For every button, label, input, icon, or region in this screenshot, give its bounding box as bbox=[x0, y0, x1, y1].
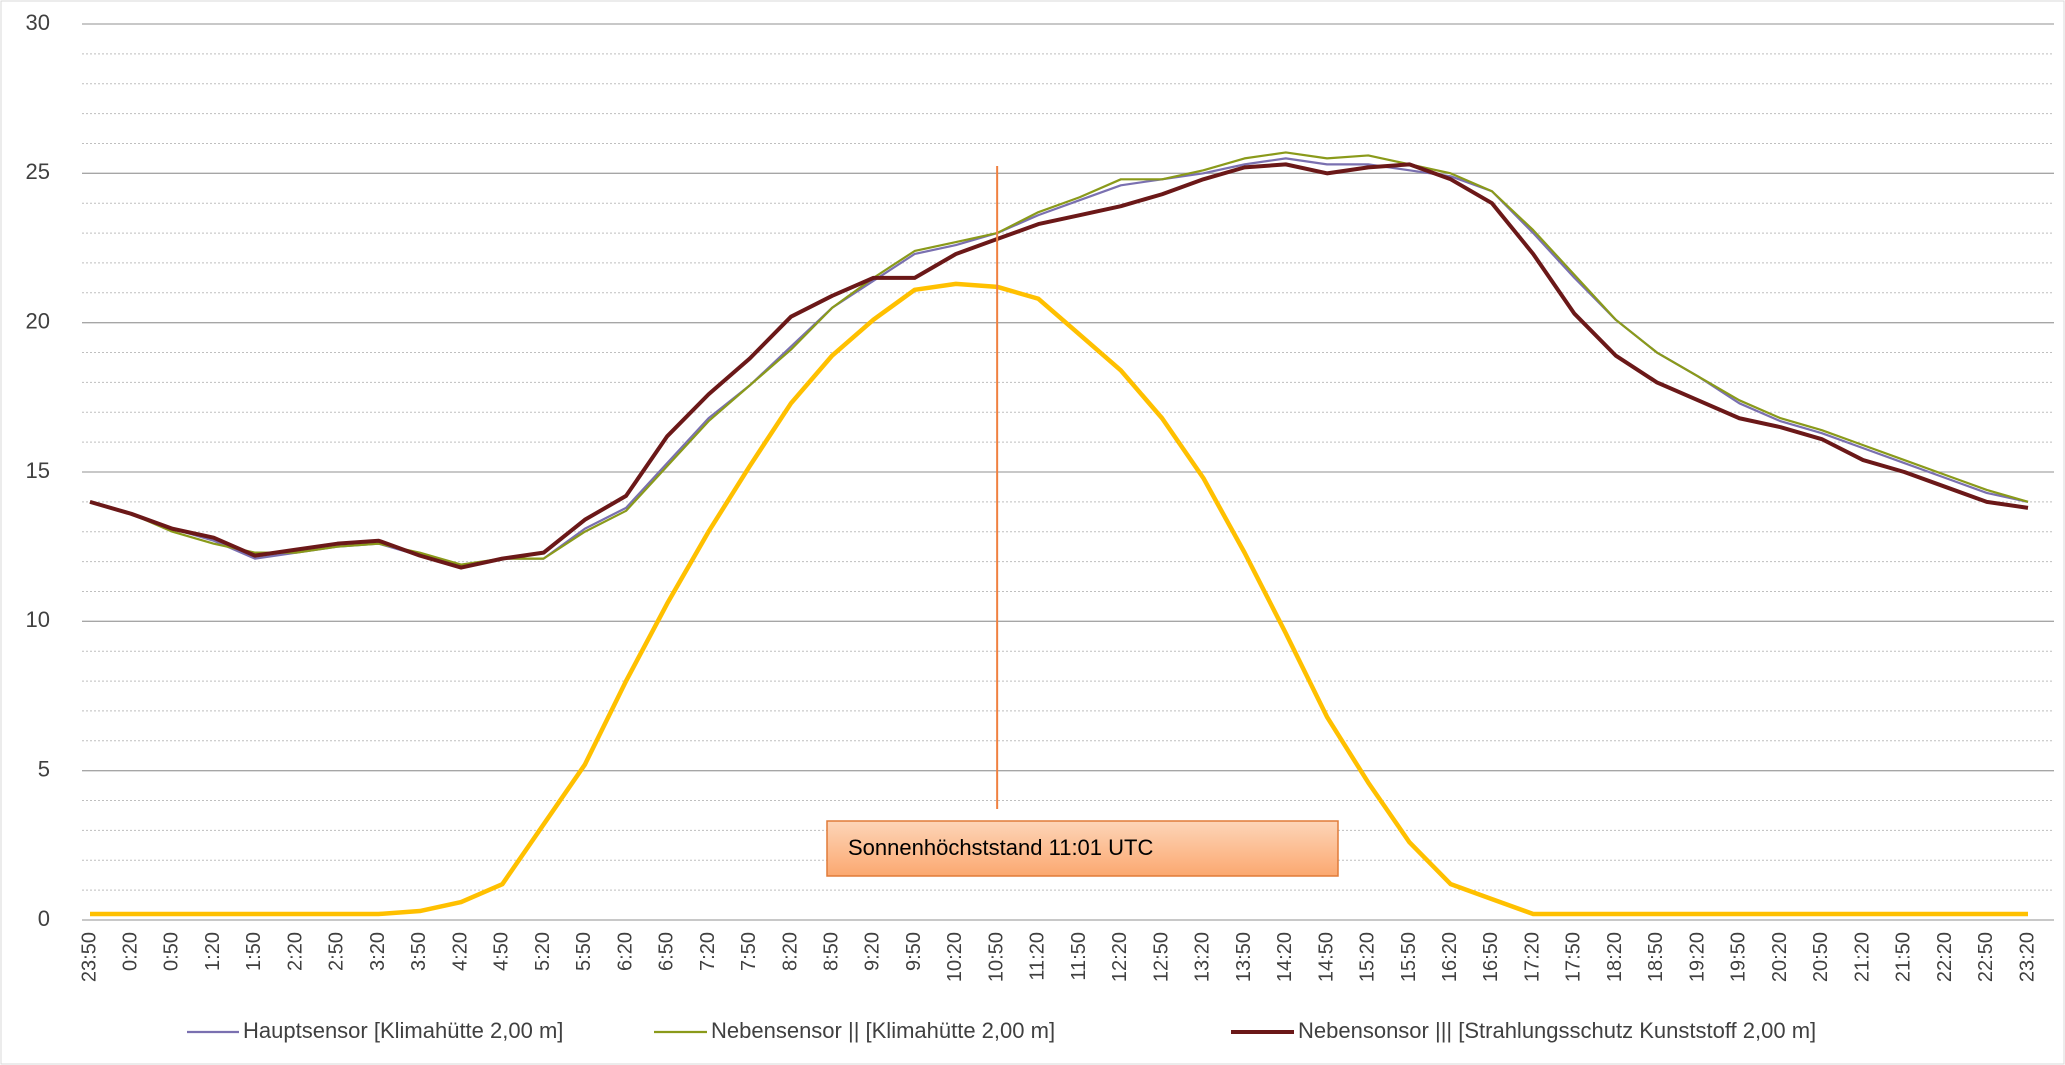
x-tick-label: 11:20 bbox=[1027, 932, 1049, 981]
x-tick-label: 12:20 bbox=[1109, 932, 1131, 982]
x-tick-label: 5:20 bbox=[532, 932, 554, 971]
y-tick-label: 5 bbox=[38, 756, 50, 781]
y-tick-label: 10 bbox=[26, 607, 50, 632]
x-tick-label: 23:20 bbox=[2016, 932, 2038, 982]
y-tick-label: 0 bbox=[38, 906, 50, 931]
x-tick-label: 1:50 bbox=[243, 932, 265, 971]
legend-label: Hauptsensor [Klimahütte 2,00 m] bbox=[243, 1018, 563, 1043]
x-tick-label: 18:20 bbox=[1604, 932, 1626, 982]
y-tick-label: 15 bbox=[26, 458, 50, 483]
x-tick-label: 4:50 bbox=[491, 932, 513, 971]
x-tick-label: 8:20 bbox=[779, 932, 801, 971]
x-tick-label: 0:50 bbox=[161, 932, 183, 971]
y-tick-label: 20 bbox=[26, 308, 50, 333]
x-tick-label: 21:50 bbox=[1893, 932, 1915, 982]
x-tick-label: 4:20 bbox=[449, 932, 471, 971]
x-tick-label: 1:20 bbox=[202, 932, 224, 971]
data-line bbox=[89, 162, 2029, 570]
x-tick-label: 17:50 bbox=[1563, 932, 1585, 982]
x-tick-label: 6:50 bbox=[656, 932, 678, 971]
x-tick-label: 20:50 bbox=[1810, 932, 1832, 982]
y-tick-label: 25 bbox=[26, 159, 50, 184]
x-tick-label: 13:50 bbox=[1233, 932, 1255, 982]
x-tick-label: 6:20 bbox=[614, 932, 636, 971]
x-tick-label: 3:50 bbox=[408, 932, 430, 971]
x-tick-label: 18:50 bbox=[1645, 932, 1667, 982]
x-tick-label: 14:50 bbox=[1315, 932, 1337, 982]
annotation-box bbox=[826, 820, 1339, 877]
annotation-text: Sonnenhöchststand 11:01 UTC bbox=[848, 835, 1153, 860]
x-tick-label: 21:20 bbox=[1851, 932, 1873, 982]
x-tick-label: 12:50 bbox=[1150, 932, 1172, 982]
legend-label: Nebensonsor ||| [Strahlungsschutz Kunsts… bbox=[1298, 1018, 1816, 1043]
x-tick-label: 19:20 bbox=[1686, 932, 1708, 982]
x-tick-label: 2:20 bbox=[284, 932, 306, 971]
x-tick-label: 9:20 bbox=[862, 932, 884, 971]
x-tick-label: 22:50 bbox=[1975, 932, 1997, 982]
x-tick-label: 14:20 bbox=[1274, 932, 1296, 982]
x-tick-label: 20:20 bbox=[1769, 932, 1791, 982]
x-tick-label: 7:50 bbox=[738, 932, 760, 971]
x-tick-label: 8:50 bbox=[820, 932, 842, 971]
x-tick-label: 10:50 bbox=[985, 932, 1007, 982]
x-tick-label: 16:50 bbox=[1480, 932, 1502, 982]
x-tick-label: 11:50 bbox=[1068, 932, 1090, 981]
x-tick-label: 15:20 bbox=[1357, 932, 1379, 982]
x-tick-label: 15:50 bbox=[1398, 932, 1420, 982]
x-tick-label: 23:50 bbox=[78, 932, 100, 982]
x-tick-label: 5:50 bbox=[573, 932, 595, 971]
data-line bbox=[90, 281, 2028, 917]
x-tick-label: 22:20 bbox=[1934, 932, 1956, 982]
x-tick-label: 16:20 bbox=[1439, 932, 1461, 982]
x-tick-label: 10:20 bbox=[944, 932, 966, 982]
x-tick-label: 19:50 bbox=[1728, 932, 1750, 982]
x-tick-label: 17:20 bbox=[1521, 932, 1543, 982]
legend-label: Nebensensor || [Klimahütte 2,00 m] bbox=[711, 1018, 1055, 1043]
x-tick-label: 2:50 bbox=[326, 932, 348, 971]
x-tick-label: 0:20 bbox=[120, 932, 142, 971]
x-tick-label: 9:50 bbox=[903, 932, 925, 971]
x-tick-label: 7:20 bbox=[697, 932, 719, 971]
y-tick-label: 30 bbox=[26, 10, 50, 35]
x-tick-label: 13:20 bbox=[1192, 932, 1214, 982]
x-tick-label: 3:20 bbox=[367, 932, 389, 971]
